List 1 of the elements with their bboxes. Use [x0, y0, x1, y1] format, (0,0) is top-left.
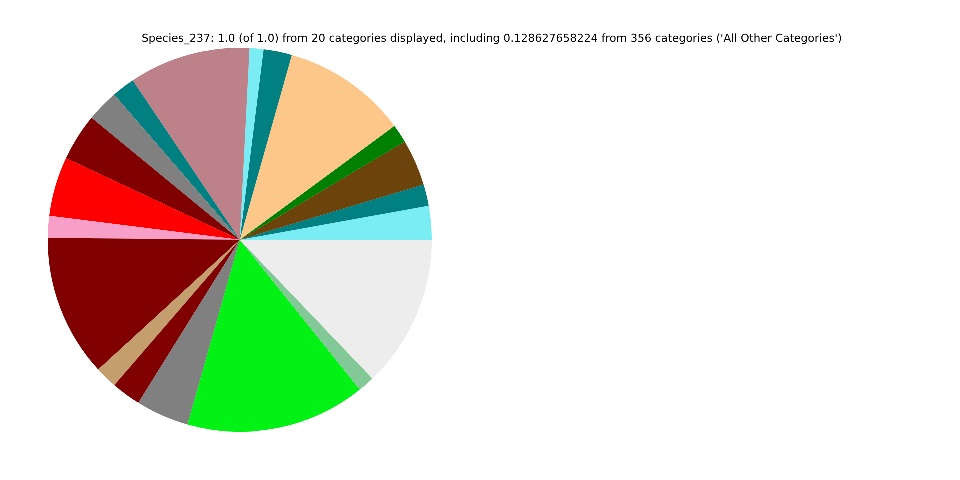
text: Species_237: 1.0 (of 1.0) from 20 categories displayed, including 0.128627658224 from 356 categories ('All Other Categories') — [140, 32, 844, 45]
